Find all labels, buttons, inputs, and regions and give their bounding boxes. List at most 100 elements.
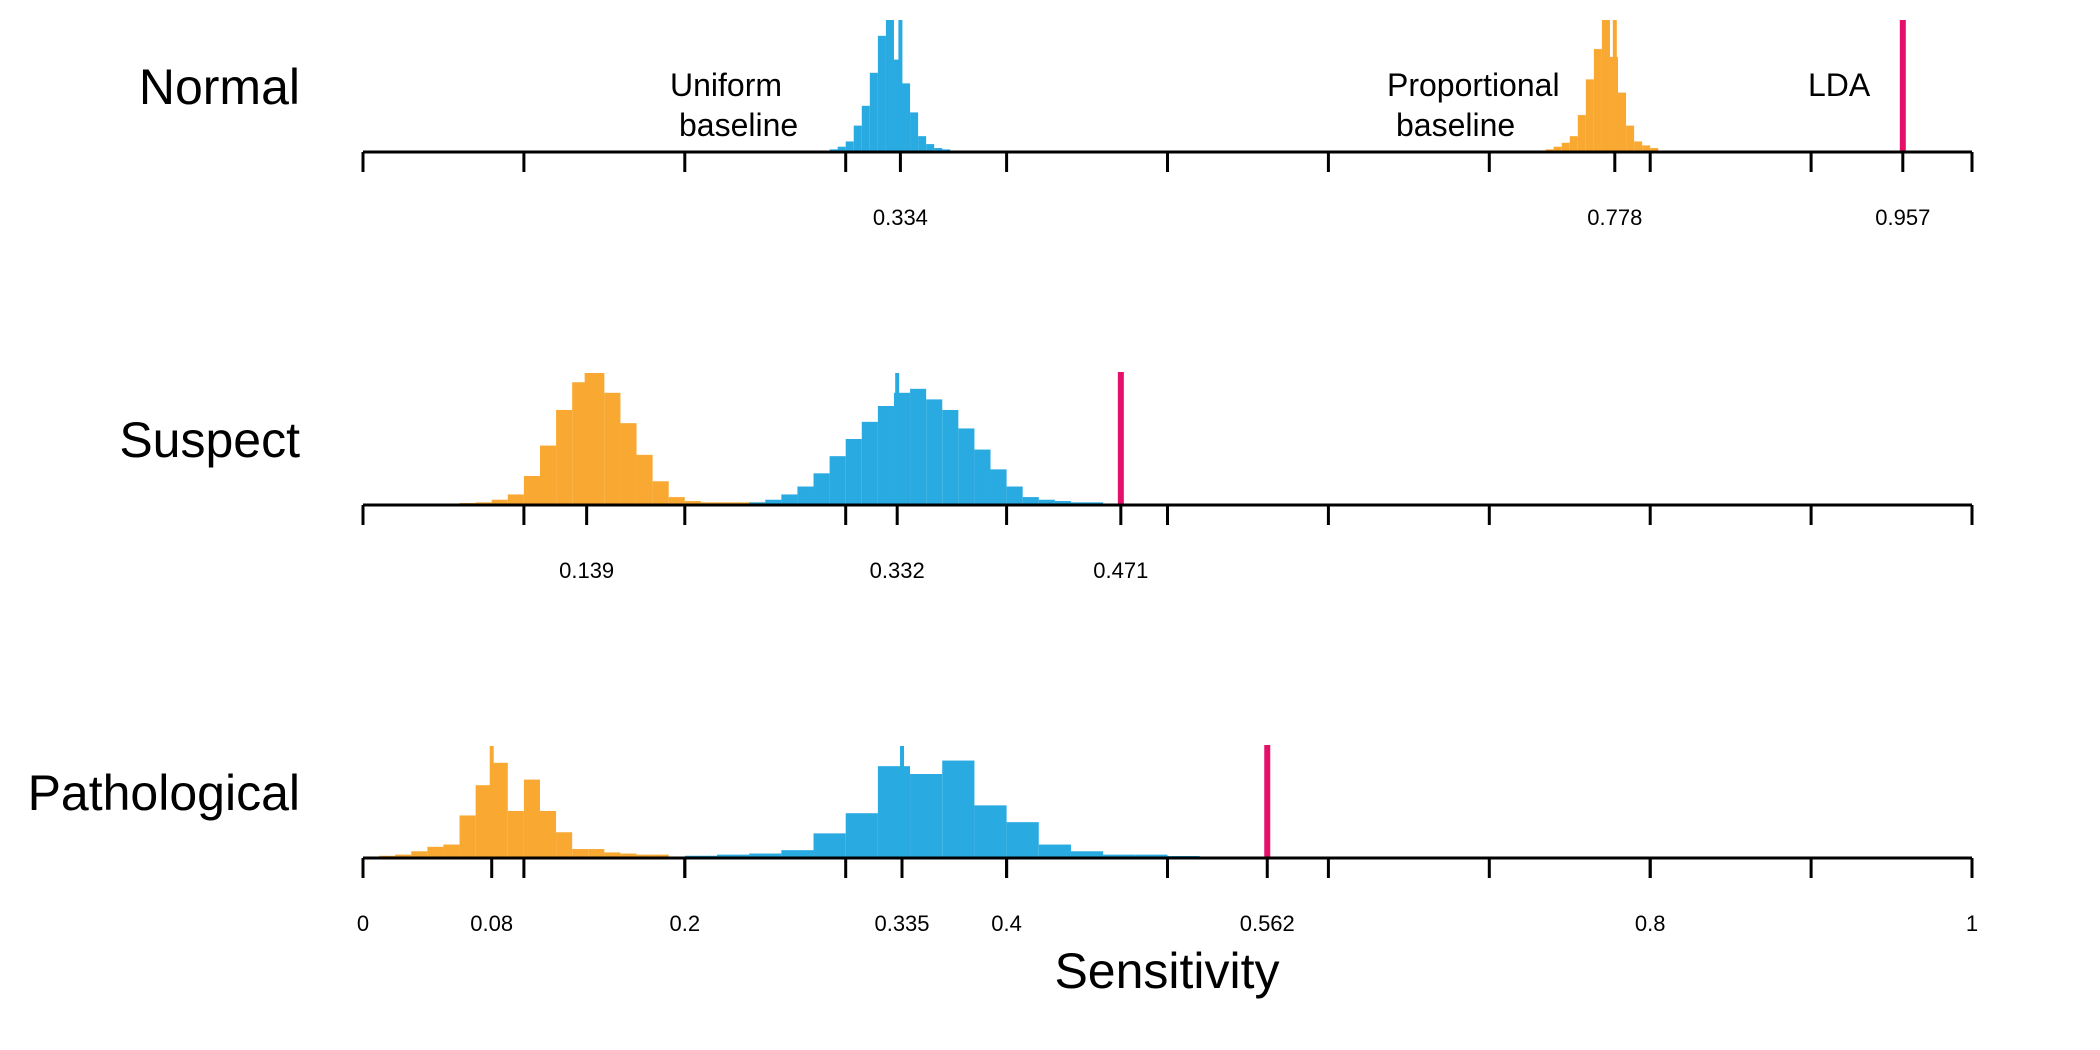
proportional-baseline-hist-bar [636, 454, 653, 505]
uniform-baseline-hist-bar [902, 83, 911, 152]
proportional-mean-marker [1612, 20, 1617, 152]
uniform-baseline-hist-bar [853, 125, 862, 152]
uniform-baseline-hist-bar [1038, 844, 1071, 858]
uniform-baseline-hist-bar [885, 20, 894, 152]
proportional-baseline-hist-bar [1561, 142, 1570, 152]
proportional-baseline-hist-bar [427, 846, 444, 858]
panel-normal: Normal 0.334 0.778 0.957 Uniform baseline Prop… [139, 20, 1974, 230]
proportional-baseline-hist-bar [523, 475, 540, 505]
x-tick-label: 1 [1966, 911, 1978, 936]
proportional-baseline-hist-bar [572, 382, 589, 505]
uniform-baseline-hist-bar [845, 141, 854, 152]
proportional-baseline-hist-bar [652, 854, 669, 858]
uniform-baseline-hist-bar [877, 766, 911, 858]
proportional-mean-marker [489, 746, 494, 858]
uniform-baseline-hist-bar [910, 774, 943, 858]
proportional-baseline-annotation: baseline [1396, 107, 1515, 143]
uniform-baseline-hist-bar [910, 388, 927, 505]
x-tick-label: 0.08 [470, 911, 513, 936]
uniform-baseline-hist-bar [869, 72, 878, 152]
uniform-baseline-hist-bar [765, 499, 782, 505]
uniform-baseline-hist-bar [974, 805, 1007, 858]
uniform-baseline-hist-bar [716, 854, 750, 858]
proportional-baseline-hist-bar [620, 853, 637, 858]
uniform-baseline-hist-bar [1038, 499, 1055, 505]
proportional-baseline-hist-bar [668, 497, 685, 505]
proportional-baseline-hist-bar [1553, 146, 1562, 152]
proportional-baseline-hist-bar [556, 409, 573, 505]
uniform-baseline-hist-bar [893, 59, 903, 152]
proportional-baseline-annotation: Proportional [1387, 67, 1560, 103]
proportional-baseline-hist-bar [588, 373, 605, 505]
uniform-baseline-hist-bar [918, 136, 927, 152]
uniform-baseline-hist-bar [1022, 497, 1039, 505]
proportional-baseline-hist-bar [604, 852, 621, 858]
uniform-baseline-hist-bar [813, 833, 846, 858]
proportional-baseline-hist-bar [588, 849, 605, 858]
proportional-baseline-hist-bar [507, 494, 524, 505]
x-tick-label: 0.4 [991, 911, 1022, 936]
x-axis-title: Sensitivity [1054, 943, 1279, 999]
proportional-baseline-hist-bar [1650, 148, 1659, 152]
x-tick-label: 0.778 [1587, 205, 1642, 230]
uniform-baseline-hist-bar [813, 473, 830, 505]
panel-suspect: Suspect 0.139 0.332 0.471 [119, 372, 1974, 583]
uniform-baseline-hist-bar [990, 469, 1007, 505]
proportional-baseline-hist-bar [572, 849, 589, 858]
panel-label: Pathological [28, 765, 300, 821]
proportional-baseline-hist-bar [652, 481, 669, 505]
proportional-baseline-hist-bar [1601, 20, 1610, 152]
uniform-baseline-hist-bar [781, 494, 798, 505]
uniform-baseline-hist-bar [877, 406, 894, 505]
x-tick-label: 0.335 [874, 911, 929, 936]
uniform-baseline-hist-bar [1135, 854, 1168, 858]
uniform-baseline-annotation: Uniform [670, 67, 782, 103]
proportional-baseline-hist-bar [1634, 141, 1643, 152]
uniform-baseline-hist-bar [861, 421, 878, 505]
uniform-baseline-hist-bar [934, 148, 943, 152]
x-tick-label: 0 [357, 911, 369, 936]
proportional-baseline-hist-bar [1569, 136, 1578, 152]
proportional-baseline-hist-bar [475, 785, 492, 858]
panel-label: Normal [139, 59, 300, 115]
panels-root: Normal 0.334 0.778 0.957 Uniform baseline Prop… [28, 20, 1978, 936]
proportional-baseline-hist-bar [1642, 145, 1651, 152]
panel-pathological: Pathological 0 0.08 0.2 0.335 0.4 0.562 0.8 1 [28, 745, 1978, 936]
uniform-baseline-hist-bar [829, 456, 846, 505]
uniform-mean-marker [898, 20, 903, 152]
proportional-baseline-hist-bar [604, 392, 621, 505]
proportional-baseline-hist-bar [491, 762, 508, 858]
proportional-mean-marker [584, 373, 589, 505]
uniform-mean-marker [900, 746, 905, 858]
proportional-baseline-hist-bar [684, 501, 701, 505]
x-tick-label: 0.957 [1875, 205, 1930, 230]
proportional-baseline-hist-bar [1577, 115, 1586, 152]
proportional-baseline-hist-bar [1593, 49, 1602, 152]
proportional-baseline-hist-bar [395, 854, 412, 858]
uniform-baseline-hist-bar [837, 146, 846, 152]
x-tick-label: 0.471 [1093, 558, 1148, 583]
proportional-baseline-hist-bar [539, 810, 557, 858]
uniform-baseline-hist-bar [749, 853, 782, 858]
uniform-baseline-hist-bar [1103, 854, 1136, 858]
uniform-baseline-hist-bar [1006, 822, 1039, 858]
uniform-baseline-hist-bar [1006, 486, 1023, 505]
panel-label: Suspect [119, 412, 300, 468]
uniform-baseline-hist-bar [1070, 851, 1104, 858]
proportional-baseline-hist-bar [523, 779, 540, 858]
uniform-baseline-hist-bar [861, 105, 870, 152]
uniform-baseline-hist-bar [958, 428, 975, 505]
proportional-baseline-hist-bar [411, 851, 428, 858]
proportional-baseline-hist-bar [459, 815, 476, 858]
uniform-mean-marker [895, 373, 900, 505]
uniform-baseline-hist-bar [974, 449, 991, 505]
uniform-baseline-hist-bar [926, 399, 943, 505]
uniform-baseline-hist-bar [797, 486, 814, 505]
uniform-baseline-annotation: baseline [679, 107, 798, 143]
proportional-baseline-hist-bar [620, 423, 637, 505]
proportional-baseline-hist-bar [1626, 125, 1635, 152]
uniform-baseline-hist-bar [845, 439, 862, 505]
uniform-baseline-hist-bar [910, 112, 919, 152]
proportional-baseline-hist-bar [556, 832, 573, 858]
